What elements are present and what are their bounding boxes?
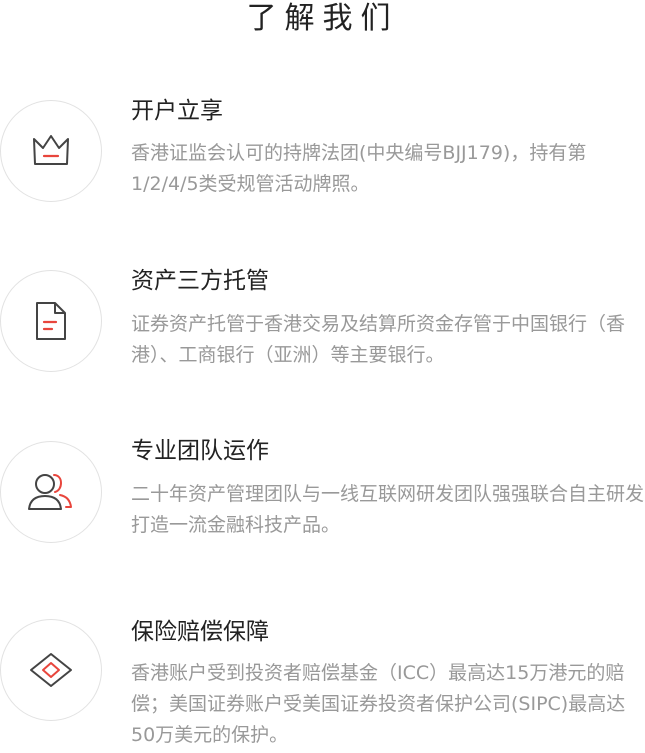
document-icon — [36, 302, 66, 340]
feature-icon-circle — [0, 270, 102, 372]
feature-title: 开户立享 — [131, 98, 223, 124]
feature-icon-circle — [0, 441, 102, 543]
feature-icon-circle — [0, 100, 102, 202]
team-icon — [28, 474, 72, 510]
feature-description: 香港账户受到投资者赔偿基金（ICC）最高达15万港元的赔偿；美国证券账户受美国证… — [131, 662, 626, 746]
feature-title: 保险赔偿保障 — [131, 619, 269, 645]
page-title: 了解我们 — [246, 1, 399, 36]
feature-description: 香港证监会认可的持牌法团(中央编号BJJ179)，持有第1/2/4/5类受规管活… — [131, 142, 587, 195]
crown-icon — [33, 135, 69, 165]
feature-title: 资产三方托管 — [131, 268, 269, 294]
diamond-icon — [30, 653, 72, 687]
feature-title: 专业团队运作 — [131, 438, 269, 464]
feature-description: 证券资产托管于香港交易及结算所资金存管于中国银行（香港）、工商银行（亚洲）等主要… — [131, 313, 626, 366]
feature-icon-circle — [0, 619, 102, 721]
feature-description: 二十年资产管理团队与一线互联网研发团队强强联合自主研发打造一流金融科技产品。 — [131, 483, 645, 536]
